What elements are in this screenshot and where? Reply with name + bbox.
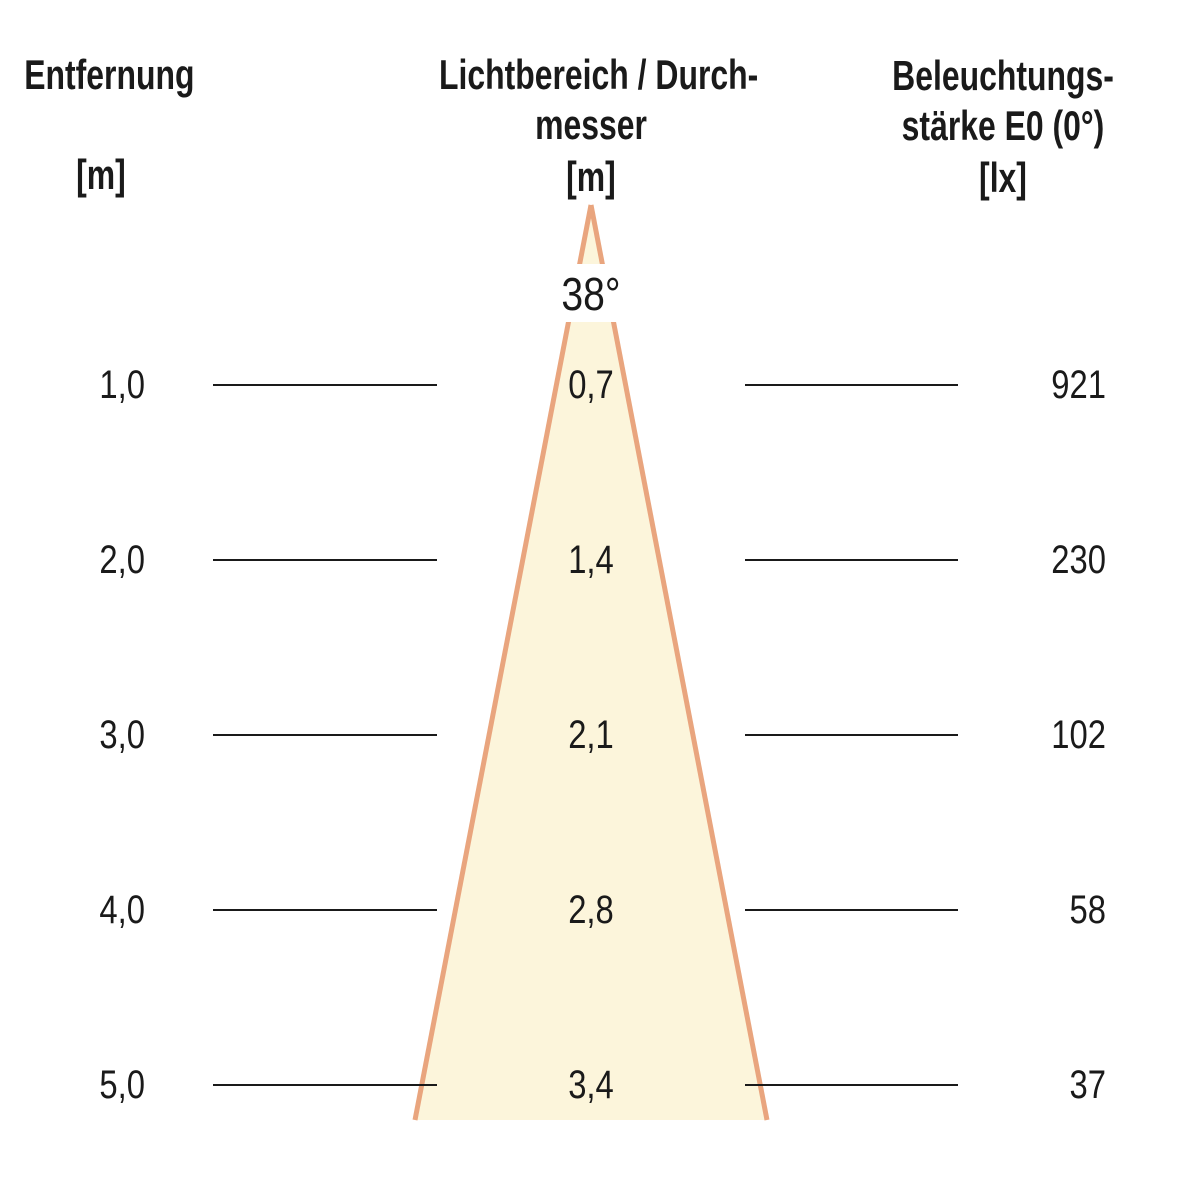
leader-line-right bbox=[745, 559, 958, 561]
header-diameter-title-line1: Lichtbereich / Durch- bbox=[439, 51, 759, 98]
header-illuminance-title-line2: stärke E0 (0°) bbox=[901, 102, 1105, 149]
illuminance-value: 58 bbox=[1069, 888, 1106, 932]
illuminance-value: 230 bbox=[1051, 538, 1106, 582]
distance-value: 1,0 bbox=[99, 363, 145, 407]
beam-cone-right-edge bbox=[588, 204, 770, 1121]
distance-value: 5,0 bbox=[99, 1063, 145, 1107]
header-diameter-title-line2: messer bbox=[535, 101, 647, 148]
diameter-value: 2,1 bbox=[568, 713, 614, 757]
distance-value: 2,0 bbox=[99, 538, 145, 582]
leader-line-left bbox=[213, 734, 437, 736]
leader-line-left bbox=[213, 384, 437, 386]
distance-value: 4,0 bbox=[99, 888, 145, 932]
illuminance-value: 37 bbox=[1069, 1063, 1106, 1107]
leader-line-right bbox=[745, 384, 958, 386]
header-distance-title: Entfernung bbox=[24, 51, 195, 98]
header-illuminance-title-line1: Beleuchtungs- bbox=[892, 52, 1114, 99]
leader-line-left bbox=[213, 559, 437, 561]
diameter-value: 0,7 bbox=[568, 363, 614, 407]
leader-line-left bbox=[213, 1084, 437, 1086]
leader-line-right bbox=[745, 1084, 958, 1086]
header-illuminance-unit: [lx] bbox=[979, 154, 1027, 201]
illuminance-value: 921 bbox=[1051, 363, 1106, 407]
header-diameter-unit: [m] bbox=[566, 153, 616, 200]
header-distance-unit: [m] bbox=[76, 151, 126, 198]
beam-cone-fill bbox=[415, 205, 767, 1120]
distance-value: 3,0 bbox=[99, 713, 145, 757]
beam-angle-label: 38° bbox=[561, 268, 621, 320]
illuminance-value: 102 bbox=[1051, 713, 1106, 757]
diameter-value: 1,4 bbox=[568, 538, 614, 582]
beam-cone-left-edge bbox=[412, 204, 594, 1121]
beam-angle-label-gap bbox=[520, 264, 662, 322]
leader-line-right bbox=[745, 734, 958, 736]
leader-line-left bbox=[213, 909, 437, 911]
diameter-value: 3,4 bbox=[568, 1063, 614, 1107]
leader-line-right bbox=[745, 909, 958, 911]
diameter-value: 2,8 bbox=[568, 888, 614, 932]
